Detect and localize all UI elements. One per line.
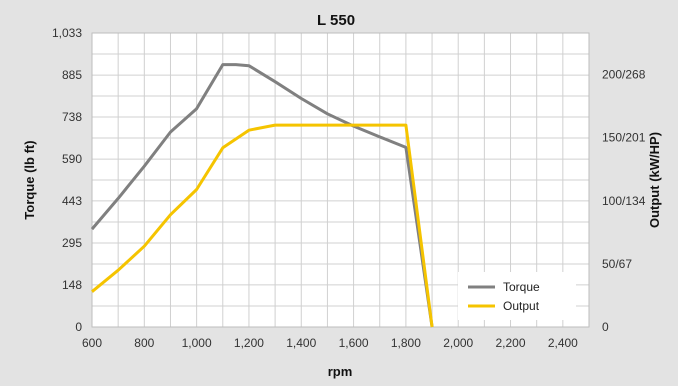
x-tick-label: 1,800 [391, 336, 421, 350]
y-right-tick-label: 100/134 [602, 194, 646, 208]
x-tick-label: 2,400 [548, 336, 578, 350]
y-left-tick-label: 0 [75, 320, 82, 334]
y-left-tick-label: 738 [62, 110, 82, 124]
chart-title: L 550 [317, 12, 355, 29]
y-left-tick-labels: 0 148 295 443 590 738 885 1,033 [52, 26, 82, 334]
legend: Torque Output [458, 272, 576, 320]
x-tick-label: 2,200 [496, 336, 526, 350]
x-tick-labels: 600 800 1,000 1,200 1,400 1,600 1,800 2,000 2,20… [82, 336, 578, 350]
y-right-tick-label: 0 [602, 320, 609, 334]
x-tick-label: 600 [82, 336, 102, 350]
y-right-tick-labels: 0 50/67 100/134 150/201 200/268 [602, 68, 646, 334]
x-tick-label: 800 [134, 336, 154, 350]
y-left-tick-label: 885 [62, 68, 82, 82]
x-tick-label: 1,000 [182, 336, 212, 350]
legend-box [458, 272, 576, 320]
x-tick-label: 1,600 [339, 336, 369, 350]
y-right-tick-label: 200/268 [602, 68, 646, 82]
plot-border [91, 32, 590, 328]
series-line-output [91, 123, 434, 328]
y-right-axis-label: Output (kW/HP) [647, 132, 662, 228]
x-tick-label: 1,200 [234, 336, 264, 350]
y-left-tick-label: 148 [62, 278, 82, 292]
y-left-tick-label: 295 [62, 236, 82, 250]
y-left-tick-label: 1,033 [52, 26, 82, 40]
y-left-tick-label: 443 [62, 194, 82, 208]
y-left-axis-label: Torque (lb ft) [22, 140, 37, 219]
x-tick-label: 1,400 [286, 336, 316, 350]
y-left-tick-label: 590 [62, 152, 82, 166]
x-axis-label: rpm [328, 364, 353, 379]
y-right-tick-label: 50/67 [602, 257, 632, 271]
y-right-tick-label: 150/201 [602, 131, 646, 145]
series-layer [90, 63, 434, 328]
x-tick-label: 2,000 [443, 336, 473, 350]
series-line-torque [90, 63, 434, 328]
legend-label-output: Output [503, 299, 540, 313]
legend-label-torque: Torque [503, 280, 540, 294]
